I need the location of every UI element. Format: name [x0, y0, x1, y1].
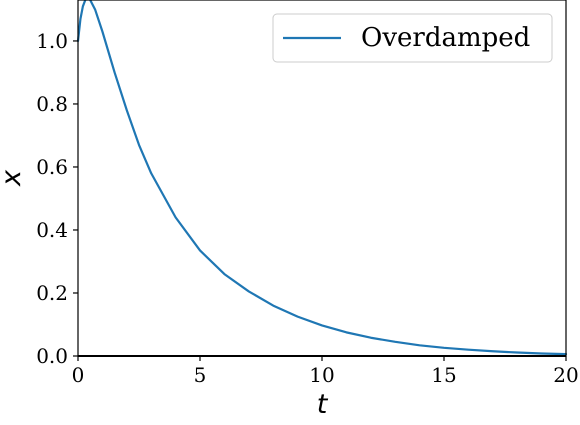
y-tick-label: 0.6 [36, 155, 68, 179]
x-tick-label: 10 [309, 363, 334, 387]
y-tick-label: 0.0 [36, 344, 68, 368]
y-axis-ticks: 0.0 0.2 0.4 0.6 0.8 1.0 [36, 29, 78, 368]
x-tick-label: 0 [72, 363, 85, 387]
series-line-overdamped [76, 0, 568, 356]
y-tick-label: 0.2 [36, 281, 68, 305]
x-axis-label: t [317, 389, 329, 420]
y-tick-label: 0.8 [36, 92, 68, 116]
x-tick-label: 5 [194, 363, 207, 387]
y-axis-label: x [0, 169, 27, 187]
y-tick-label: 0.4 [36, 218, 68, 242]
legend-label-overdamped: Overdamped [361, 23, 530, 53]
y-tick-label: 1.0 [36, 29, 68, 53]
x-tick-label: 20 [553, 363, 578, 387]
legend: Overdamped [272, 13, 553, 63]
legend-box [272, 13, 553, 63]
x-axis-ticks: 0 5 10 15 20 [72, 356, 579, 387]
x-tick-label: 15 [431, 363, 456, 387]
